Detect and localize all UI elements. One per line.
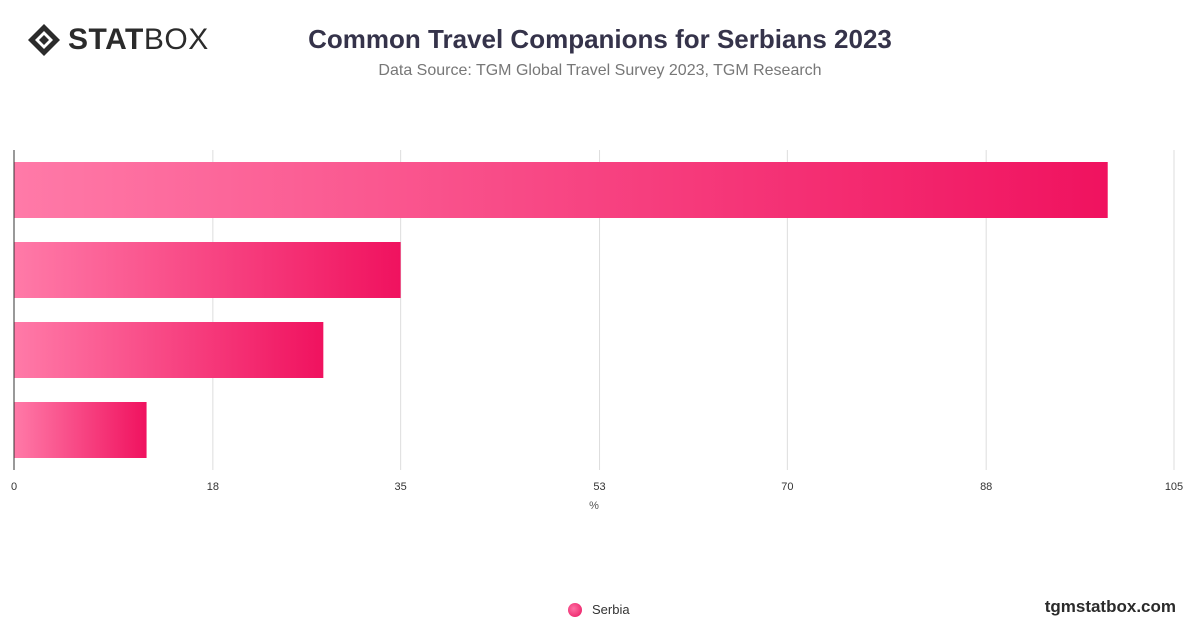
x-tick-label: 0 xyxy=(11,481,17,493)
x-tick-label: 70 xyxy=(781,481,793,493)
bar[interactable] xyxy=(14,402,147,458)
chart-subtitle: Data Source: TGM Global Travel Survey 20… xyxy=(378,62,822,79)
x-tick-label: 105 xyxy=(1165,481,1183,493)
legend-series-marker xyxy=(568,602,582,617)
logo-text-bold: STAT xyxy=(68,23,144,56)
bar[interactable] xyxy=(14,322,324,378)
x-tick-label: 53 xyxy=(593,481,605,493)
logo-text-light: BOX xyxy=(143,23,209,56)
legend-series-label: Serbia xyxy=(592,602,630,617)
x-tick-labels: 0 18 35 53 70 88 105 xyxy=(11,481,1183,493)
diamond-logo-icon xyxy=(28,24,60,56)
bar-chart: 0 18 35 53 70 88 105 % xyxy=(11,150,1183,512)
bars xyxy=(14,162,1108,458)
legend[interactable]: Serbia xyxy=(568,602,630,617)
logo: STATBOX xyxy=(26,22,209,58)
x-tick-label: 88 xyxy=(980,481,992,493)
footer-brand[interactable]: tgmstatbox.com xyxy=(1044,597,1176,616)
chart-title: Common Travel Companions for Serbians 20… xyxy=(308,24,892,54)
bar[interactable] xyxy=(14,242,401,298)
x-tick-label: 18 xyxy=(207,481,219,493)
x-tick-label: 35 xyxy=(395,481,407,493)
logo-wordmark: STATBOX xyxy=(68,22,209,58)
bar[interactable] xyxy=(14,162,1108,218)
x-axis-title: % xyxy=(589,500,599,512)
